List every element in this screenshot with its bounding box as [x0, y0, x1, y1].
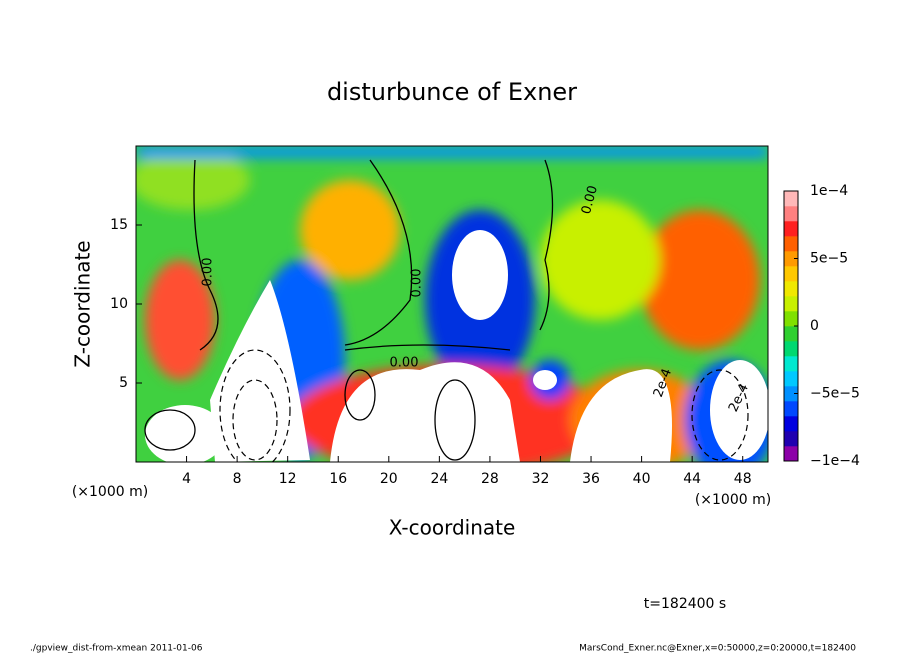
colorbar-segment	[784, 386, 798, 402]
colorbar-segment	[784, 251, 798, 267]
colorbar-segment	[784, 446, 798, 462]
colorbar-segment	[784, 266, 798, 282]
x-tick-label: 4	[182, 471, 191, 487]
colorbar-segment	[784, 356, 798, 372]
y-axis-title: Z-coordinate	[71, 240, 95, 367]
colorbar-segment	[784, 416, 798, 432]
x-axis-title: X-coordinate	[389, 516, 516, 540]
x-tick-label: 28	[481, 471, 499, 487]
colorbar-tick-label: 1e−4	[810, 183, 848, 199]
colorbar-segment	[784, 341, 798, 357]
colorbar-segment	[784, 371, 798, 387]
colorbar-segment	[784, 191, 798, 207]
x-tick-label: 36	[582, 471, 600, 487]
colorbar-segment	[784, 401, 798, 417]
colorbar-segment	[784, 296, 798, 312]
contour-label: 0.00	[201, 258, 216, 287]
x-tick-label: 32	[532, 471, 550, 487]
x-tick-label: 8	[233, 471, 242, 487]
colorbar-segment	[784, 326, 798, 342]
colorbar-segment	[784, 206, 798, 222]
chart-title: disturbunce of Exner	[327, 78, 577, 106]
contour-label: 0.00	[410, 269, 425, 298]
colorbar-segment	[784, 236, 798, 252]
contour-label: 0.00	[390, 356, 419, 371]
colorbar-segment	[784, 311, 798, 327]
x-unit: (×1000 m)	[72, 484, 148, 500]
y-tick-label: 15	[110, 217, 128, 233]
y-tick-label: 5	[119, 375, 128, 391]
colorbar-tick-label: 5e−5	[810, 251, 848, 267]
colorbar-tick-label: −1e−4	[810, 453, 860, 469]
x-tick-label: 24	[430, 471, 448, 487]
contour-label: 0.00	[579, 184, 601, 216]
y-unit: (×1000 m)	[695, 492, 771, 508]
colorbar-segment	[784, 281, 798, 297]
x-tick-label: 48	[734, 471, 752, 487]
field	[136, 146, 768, 462]
x-tick-label: 44	[683, 471, 701, 487]
x-tick-label: 16	[329, 471, 347, 487]
colorbar-tick-label: 0	[810, 318, 819, 334]
x-tick-label: 12	[279, 471, 297, 487]
x-tick-label: 40	[633, 471, 651, 487]
time-label: t=182400 s	[644, 596, 726, 612]
footer-left: ./gpview_dist-from-xmean 2011-01-06	[30, 644, 203, 654]
colorbar-tick-label: −5e−5	[810, 386, 860, 402]
colorbar-segment	[784, 431, 798, 447]
y-tick-label: 10	[110, 296, 128, 312]
footer-right: MarsCond_Exner.nc@Exner,x=0:50000,z=0:20…	[579, 644, 856, 654]
x-tick-label: 20	[380, 471, 398, 487]
colorbar-segment	[784, 221, 798, 237]
